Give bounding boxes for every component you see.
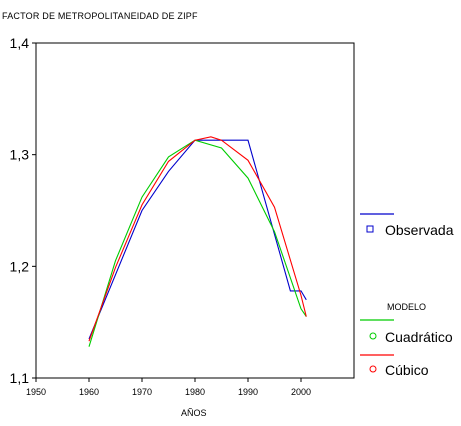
series-lines-group [88, 136, 307, 347]
axes-group: 1950 1960 1970 1980 1990 2000 1,1 1,2 1,3 1,4 [10, 35, 355, 397]
series-line-cuadratico [88, 139, 307, 347]
legend-heading: MODELO [387, 302, 427, 312]
series-line-cubico [88, 136, 307, 342]
x-tick-label: 1960 [79, 387, 99, 397]
x-tick-label: 2000 [291, 387, 311, 397]
legend-marker-cubico [369, 365, 377, 373]
x-tick-label: 1950 [26, 387, 46, 397]
y-tick-label: 1,1 [10, 370, 30, 386]
x-axis-label: AÑOS [181, 408, 207, 418]
plot-frame [35, 42, 355, 379]
legend-marker-cuadratico [369, 332, 377, 340]
x-tick-label: 1990 [238, 387, 258, 397]
legend-label-cubico: Cúbico [385, 362, 429, 378]
legend-label-cuadratico: Cuadrático [385, 329, 453, 345]
y-tick-label: 1,2 [10, 258, 30, 274]
y-tick-label: 1,3 [10, 147, 30, 163]
series-line-observada [88, 139, 307, 340]
legend-label-observada: Observada [385, 222, 454, 238]
legend-marker-observada [366, 225, 374, 233]
x-tick-label: 1980 [185, 387, 205, 397]
y-tick-label: 1,4 [10, 35, 30, 51]
x-tick-label: 1970 [132, 387, 152, 397]
chart-title: FACTOR DE METROPOLITANEIDAD DE ZIPF [2, 11, 198, 21]
